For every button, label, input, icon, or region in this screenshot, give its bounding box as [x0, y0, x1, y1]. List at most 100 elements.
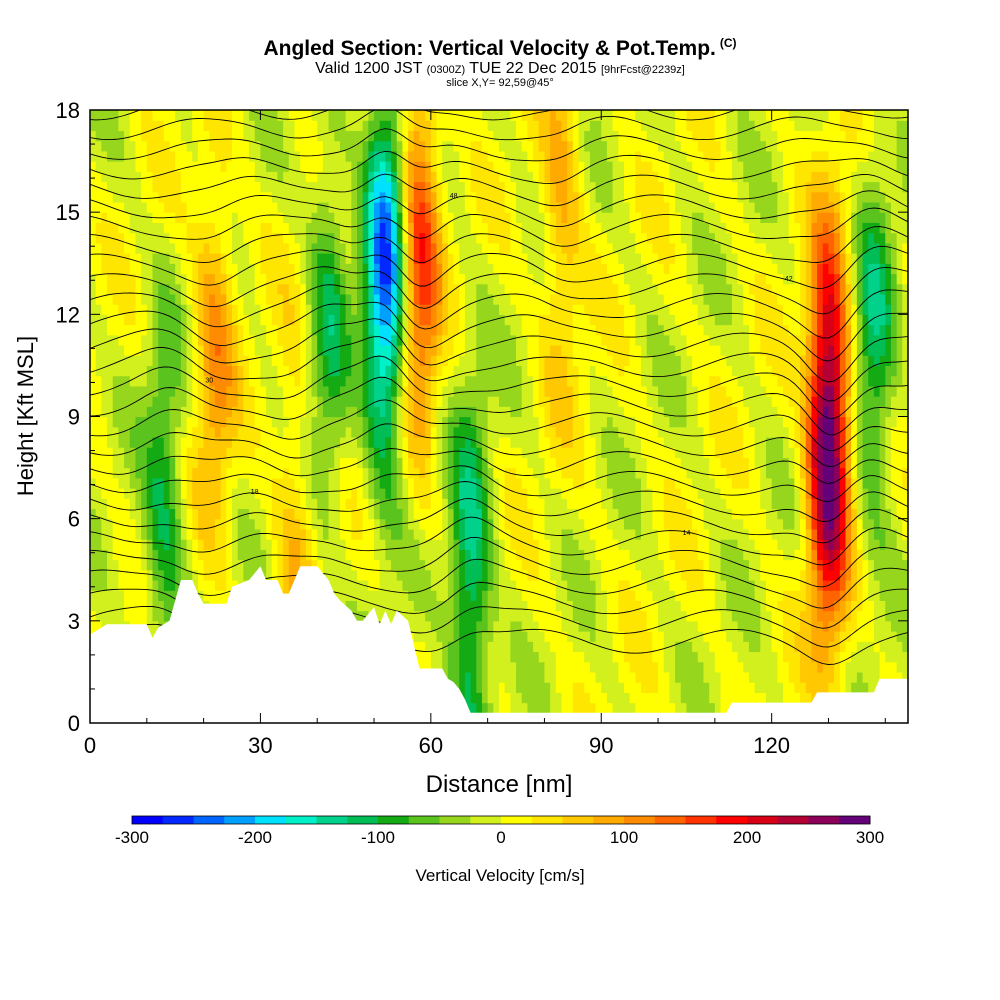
velocity-cell — [499, 569, 506, 581]
velocity-cell — [430, 140, 438, 152]
velocity-cell — [180, 161, 188, 172]
velocity-cell — [550, 222, 557, 234]
velocity-cell — [419, 242, 426, 254]
velocity-cell — [101, 222, 108, 234]
velocity-cell — [459, 396, 466, 407]
velocity-cell — [254, 283, 262, 295]
velocity-cell — [391, 467, 398, 479]
velocity-cell — [521, 222, 528, 234]
velocity-cell — [135, 528, 142, 540]
velocity-cell — [487, 334, 494, 346]
velocity-cell — [266, 488, 273, 499]
velocity-cell — [300, 396, 307, 407]
velocity-cell — [538, 150, 546, 162]
velocity-cell — [538, 467, 546, 479]
velocity-cell — [356, 416, 364, 428]
velocity-cell — [163, 191, 171, 203]
velocity-cell — [396, 488, 404, 499]
velocity-cell — [226, 242, 233, 254]
velocity-cell — [146, 181, 154, 193]
velocity-cell — [271, 222, 279, 234]
velocity-cell — [328, 518, 335, 530]
velocity-cell — [311, 324, 318, 336]
velocity-cell — [425, 171, 432, 183]
velocity-cell — [436, 518, 443, 530]
velocity-cell — [408, 385, 415, 397]
velocity-cell — [152, 457, 159, 469]
velocity-cell — [544, 212, 551, 223]
velocity-cell — [158, 488, 165, 499]
velocity-cell — [135, 253, 142, 264]
velocity-cell — [442, 406, 449, 418]
velocity-cell — [237, 181, 244, 193]
velocity-cell — [533, 242, 540, 254]
velocity-cell — [226, 508, 233, 520]
velocity-cell — [521, 242, 528, 254]
velocity-cell — [203, 569, 210, 581]
velocity-cell — [459, 304, 466, 315]
velocity-cell — [260, 130, 267, 142]
velocity-cell — [476, 692, 483, 704]
velocity-cell — [300, 120, 307, 132]
velocity-cell — [533, 651, 540, 663]
velocity-cell — [220, 416, 227, 428]
velocity-cell — [464, 467, 472, 479]
velocity-cell — [254, 467, 262, 479]
velocity-cell — [283, 385, 290, 397]
velocity-cell — [112, 242, 119, 254]
velocity-cell — [107, 488, 114, 499]
velocity-cell — [271, 314, 279, 326]
velocity-cell — [311, 406, 318, 418]
velocity-cell — [192, 457, 199, 469]
velocity-cell — [396, 222, 404, 234]
velocity-cell — [419, 569, 426, 581]
velocity-cell — [254, 314, 262, 326]
velocity-cell — [356, 467, 364, 479]
velocity-cell — [550, 539, 557, 550]
slice-info: slice X,Y= 92,59@45° — [446, 77, 554, 89]
velocity-cell — [499, 191, 506, 203]
velocity-cell — [538, 671, 546, 683]
velocity-cell — [459, 263, 466, 275]
velocity-cell — [180, 242, 188, 254]
velocity-cell — [294, 334, 301, 346]
velocity-cell — [141, 375, 148, 387]
velocity-cell — [192, 201, 199, 213]
velocity-cell — [419, 426, 426, 438]
velocity-cell — [311, 242, 318, 254]
velocity-cell — [328, 171, 335, 183]
velocity-cell — [158, 447, 165, 458]
velocity-cell — [419, 620, 426, 632]
velocity-cell — [544, 355, 551, 367]
velocity-cell — [499, 314, 506, 326]
velocity-cell — [419, 150, 426, 162]
velocity-cell — [550, 682, 557, 693]
velocity-cell — [124, 508, 131, 520]
velocity-cell — [180, 528, 188, 540]
velocity-cell — [101, 416, 108, 428]
velocity-cell — [510, 304, 517, 315]
velocity-cell — [419, 579, 426, 591]
velocity-cell — [470, 447, 477, 458]
velocity-cell — [294, 488, 301, 499]
velocity-cell — [402, 518, 409, 530]
velocity-cell — [226, 293, 233, 305]
velocity-cell — [209, 171, 216, 183]
velocity-cell — [95, 488, 102, 499]
velocity-cell — [345, 283, 352, 295]
velocity-cell — [226, 324, 233, 336]
velocity-cell — [163, 263, 171, 275]
velocity-cell — [129, 406, 137, 418]
velocity-cell — [322, 181, 330, 193]
velocity-cell — [533, 457, 540, 469]
velocity-cell — [220, 539, 227, 550]
velocity-cell — [260, 232, 267, 244]
velocity-cell — [521, 447, 528, 458]
velocity-cell — [197, 140, 205, 152]
velocity-cell — [180, 232, 188, 244]
velocity-cell — [95, 171, 102, 183]
velocity-cell — [260, 375, 267, 387]
velocity-cell — [322, 263, 330, 275]
velocity-cell — [209, 436, 216, 448]
velocity-cell — [107, 181, 114, 193]
